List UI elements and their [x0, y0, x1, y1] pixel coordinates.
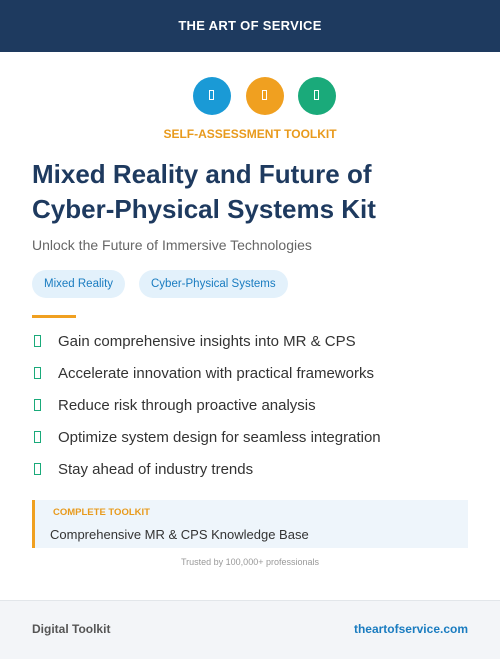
check-icon	[34, 463, 41, 475]
callout-label: COMPLETE TOOLKIT	[53, 507, 150, 518]
footer: Digital Toolkit theartofservice.com	[0, 600, 500, 659]
callout: COMPLETE TOOLKIT Comprehensive MR & CPS …	[32, 500, 468, 548]
benefit-text: Stay ahead of industry trends	[58, 461, 254, 478]
benefit: Reduce risk through proactive analysis	[32, 397, 316, 414]
benefit-text: Gain comprehensive insights into MR & CP…	[58, 333, 356, 350]
trust-note: Trusted by 100,000+ professionals	[180, 557, 319, 567]
title: Cyber-Physical Systems Kit	[32, 194, 376, 224]
header-brand: THE ART OF SERVICE	[0, 0, 500, 52]
benefit-text: Optimize system design for seamless inte…	[58, 429, 381, 446]
callout-text: Comprehensive MR & CPS Knowledge Base	[50, 527, 309, 542]
divider	[32, 315, 76, 318]
title: Mixed Reality and Future of	[32, 159, 372, 189]
benefit-text: Reduce risk through proactive analysis	[58, 397, 316, 414]
icon	[193, 77, 231, 115]
subtitle: Unlock the Future of Immersive Technolog…	[32, 237, 312, 253]
tag: Cyber-Physical Systems	[139, 270, 288, 298]
check-icon	[34, 399, 41, 411]
icon	[246, 77, 284, 115]
footer-label: Digital Toolkit	[32, 622, 111, 636]
eyebrow: SELF-ASSESSMENT TOOLKIT	[163, 127, 337, 141]
benefit: Stay ahead of industry trends	[32, 461, 253, 478]
benefit: Optimize system design for seamless inte…	[32, 429, 381, 446]
footer-link[interactable]: theartofservice.com	[353, 622, 468, 636]
tag: Mixed Reality	[32, 270, 126, 298]
benefit: Gain comprehensive insights into MR & CP…	[32, 333, 356, 350]
benefit: Accelerate innovation with practical fra…	[32, 365, 374, 382]
check-icon	[34, 431, 41, 443]
check-icon	[34, 335, 41, 347]
icon	[298, 77, 336, 115]
benefit-text: Accelerate innovation with practical fra…	[58, 365, 374, 382]
check-icon	[34, 367, 41, 379]
